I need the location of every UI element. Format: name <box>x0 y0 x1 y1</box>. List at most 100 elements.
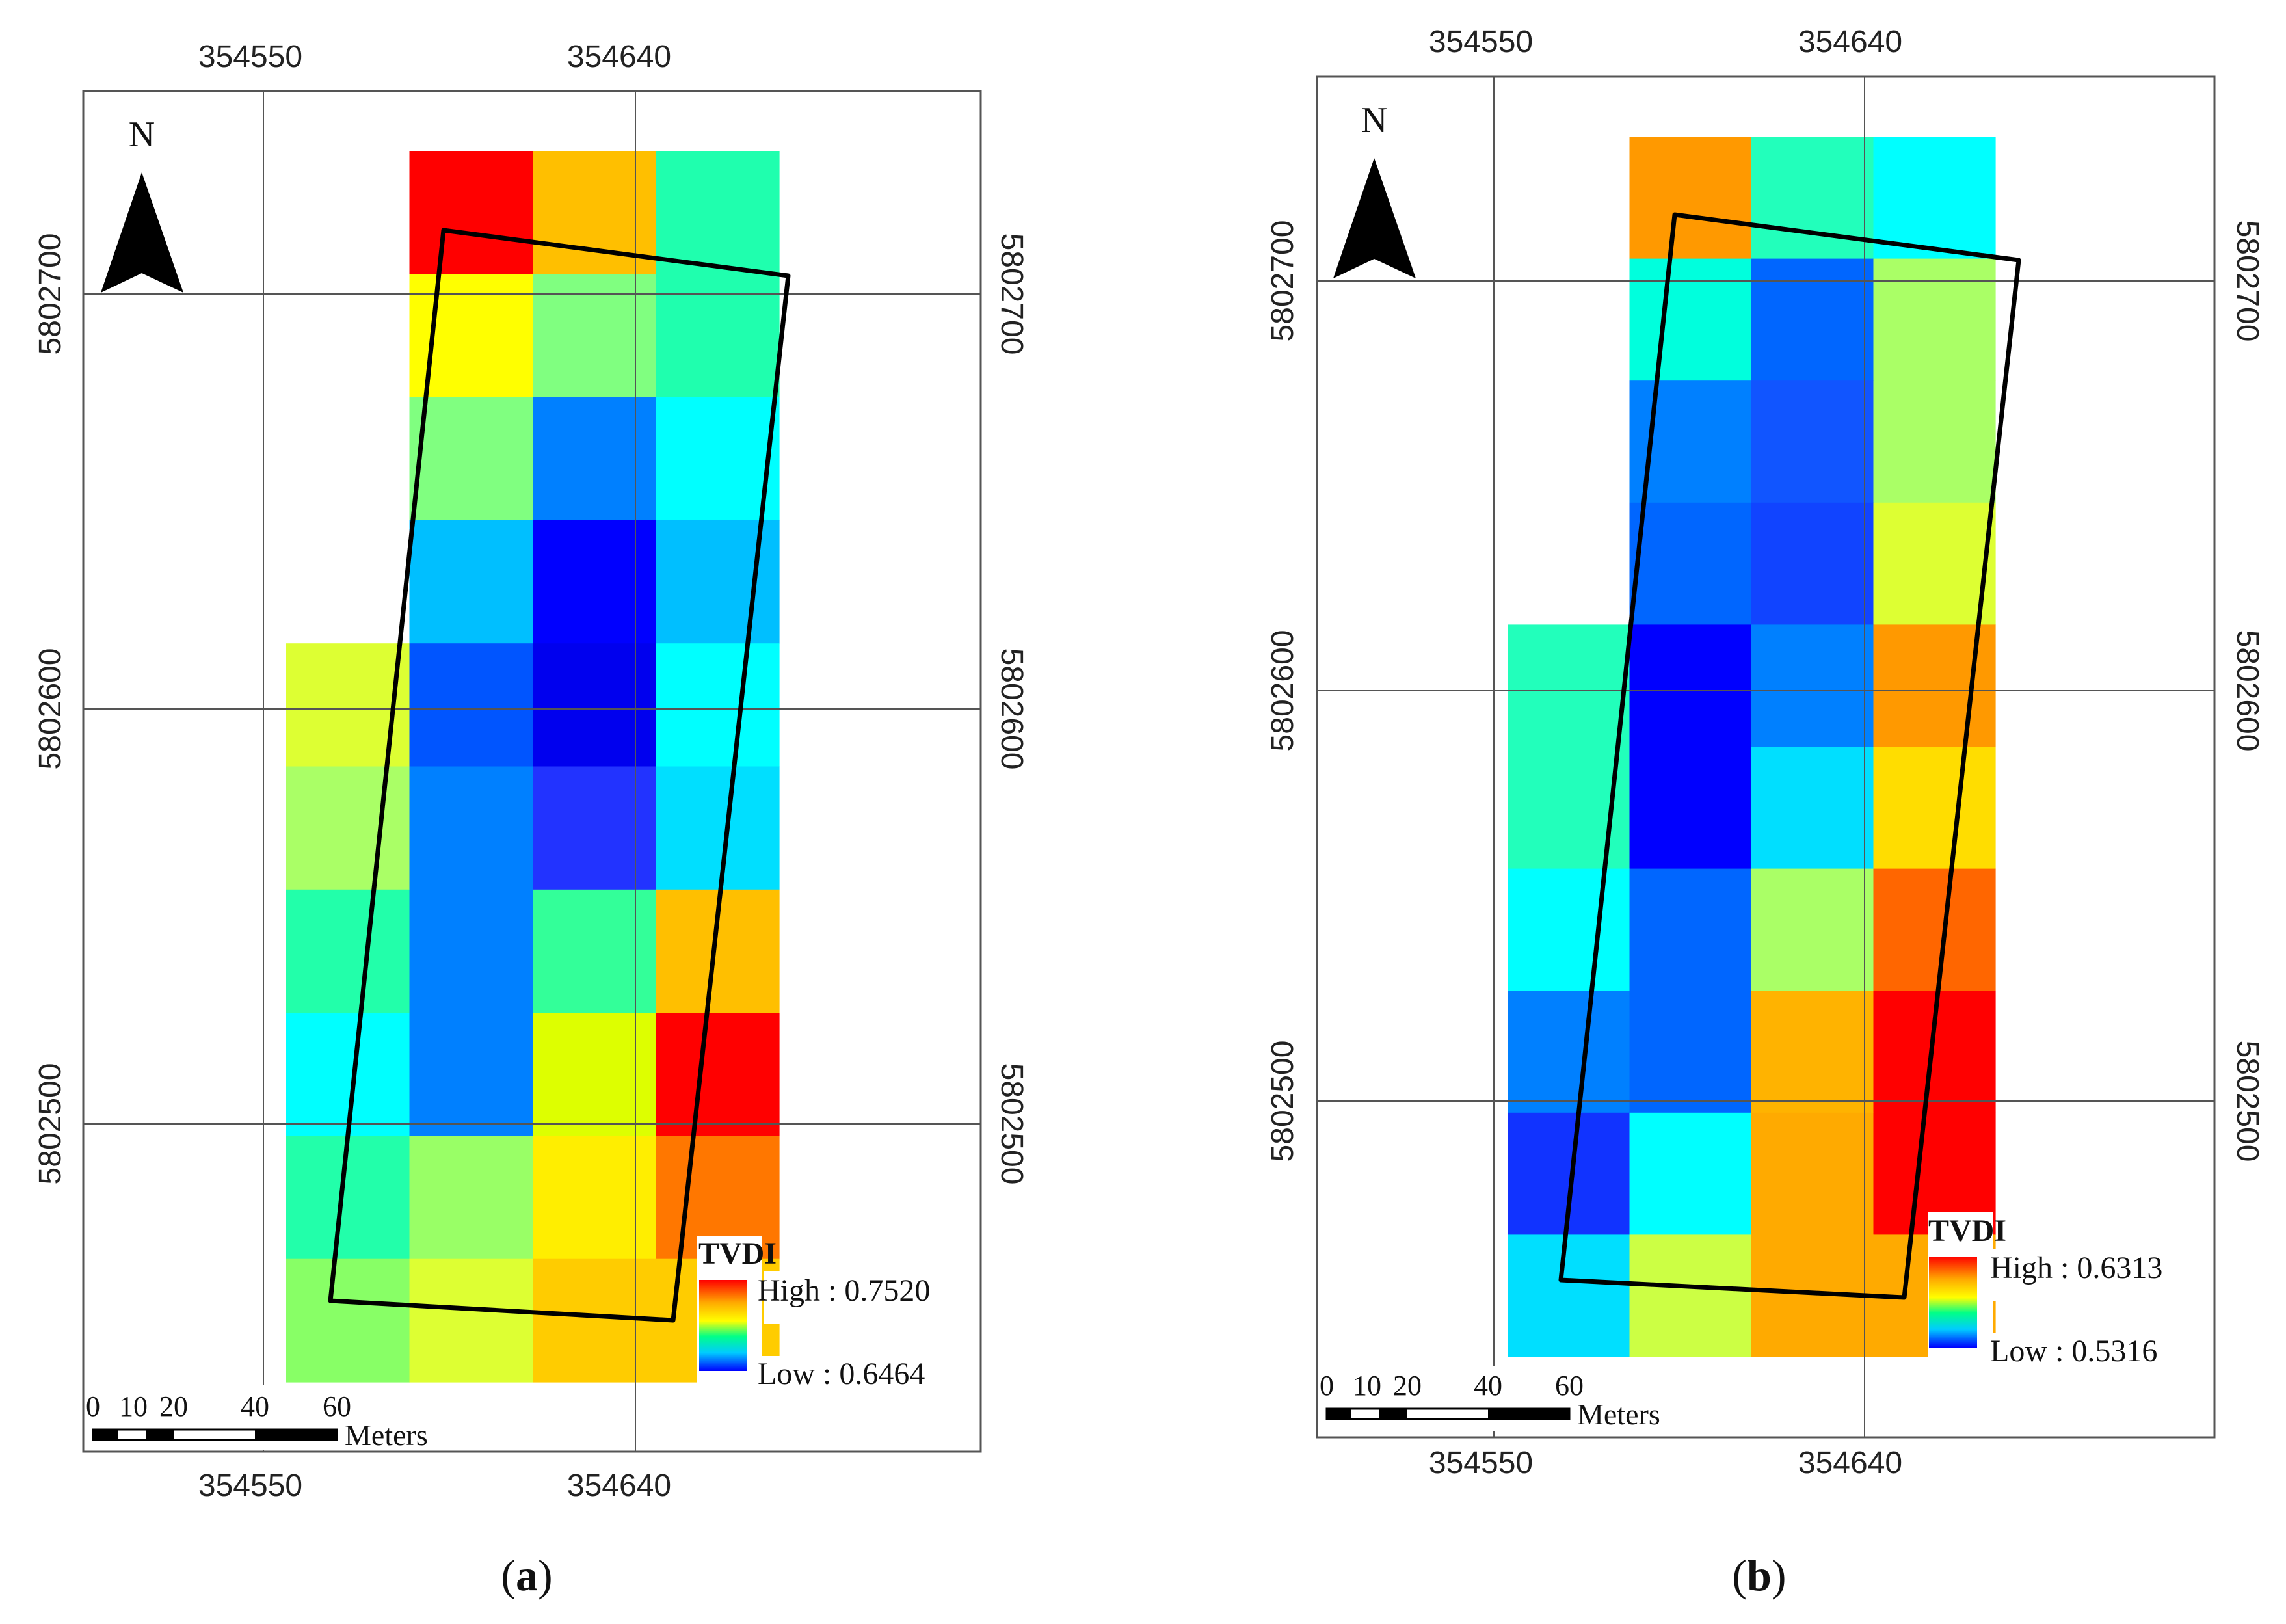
scale-unit: Meters <box>1577 1398 1660 1431</box>
legend-high-label: High : 0.7520 <box>758 1273 930 1308</box>
scale-tick: 0 <box>86 1391 100 1422</box>
raster-cell <box>1751 868 1874 991</box>
x-tick-bottom: 354640 <box>1798 1446 1902 1480</box>
scale-tick: 10 <box>1353 1370 1381 1402</box>
raster-cell <box>286 766 410 890</box>
raster-cell <box>1873 380 1996 503</box>
raster-cell <box>1629 624 1752 747</box>
raster-cell <box>1629 1112 1752 1235</box>
graticule <box>83 91 981 1452</box>
raster-cell <box>533 274 657 398</box>
raster-cell <box>1751 380 1874 503</box>
scale-tick: 0 <box>1320 1370 1334 1402</box>
raster-cell <box>1873 137 1996 260</box>
raster-cell <box>1508 991 1630 1113</box>
raster-cell <box>1629 747 1752 870</box>
legend-low-label: Low : 0.6464 <box>758 1357 925 1391</box>
y-tick-right: 5802500 <box>2230 1041 2265 1162</box>
raster-cell <box>1751 991 1874 1113</box>
y-tick-right: 5802600 <box>2230 630 2265 752</box>
scale-bar: 0 10 20 40 60 Meters <box>86 1385 428 1452</box>
raster-cell <box>533 643 657 767</box>
raster-cell <box>409 643 533 767</box>
raster-cell <box>1751 502 1874 625</box>
legend: TVDI High : 0.6313 Low : 0.5316 <box>1928 1212 2201 1372</box>
raster-cell <box>533 520 657 644</box>
raster-cell <box>656 274 780 398</box>
raster-cell <box>1873 502 1996 625</box>
raster-cell <box>656 766 780 890</box>
scale-tick: 60 <box>323 1391 351 1422</box>
raster-cell <box>409 151 533 274</box>
raster-cell <box>656 1013 780 1136</box>
raster-cell <box>409 766 533 890</box>
raster-cell <box>1751 258 1874 381</box>
y-tick-right: 5802700 <box>994 233 1029 355</box>
y-tick-right: 5802500 <box>994 1063 1029 1185</box>
raster-cell <box>409 397 533 521</box>
y-tick-left: 5802700 <box>33 233 68 355</box>
map-panel-a: 354550 354640 354550 354640 5802700 5802… <box>33 40 1029 1600</box>
raster-cell <box>533 397 657 521</box>
raster-cell <box>1751 747 1874 870</box>
graticule <box>1317 77 2214 1437</box>
legend-low-label: Low : 0.5316 <box>1990 1334 2157 1368</box>
y-tick-right: 5802700 <box>2230 220 2265 342</box>
north-arrow-icon <box>1333 158 1416 278</box>
raster-cell <box>1508 868 1630 991</box>
scale-tick: 20 <box>1393 1370 1422 1402</box>
x-tick-bottom: 354550 <box>198 1469 302 1503</box>
raster-cell <box>286 1258 410 1383</box>
study-plot-outline <box>328 228 791 1323</box>
raster-cell <box>1508 1234 1630 1357</box>
raster-cell <box>1629 137 1752 260</box>
north-label: N <box>129 114 155 155</box>
scale-tick: 40 <box>241 1391 269 1422</box>
raster-cell <box>656 397 780 521</box>
raster-cell <box>1629 258 1752 381</box>
raster-cell <box>1629 502 1752 625</box>
raster-cell <box>1751 624 1874 747</box>
y-tick-left: 5802500 <box>33 1063 68 1185</box>
y-tick-right: 5802600 <box>994 648 1029 770</box>
legend: TVDI High : 0.7520 Low : 0.6464 <box>697 1236 972 1395</box>
legend-title: TVDI <box>698 1236 777 1271</box>
y-tick-left: 5802600 <box>33 648 68 770</box>
raster-cell <box>656 151 780 274</box>
y-tick-left: 5802500 <box>1266 1041 1300 1162</box>
raster-cell <box>1751 1112 1874 1235</box>
x-tick-bottom: 354550 <box>1429 1446 1533 1480</box>
study-plot-outline <box>1558 212 2021 1300</box>
raster-cell <box>409 1136 533 1260</box>
raster-cell <box>1629 868 1752 991</box>
raster-cell <box>1629 1234 1752 1357</box>
scale-tick: 40 <box>1474 1370 1502 1402</box>
x-tick-top: 354550 <box>198 40 302 74</box>
raster-cell <box>409 1013 533 1136</box>
raster-cell <box>286 889 410 1013</box>
raster-cell <box>1873 747 1996 870</box>
caption-a: (a) <box>501 1551 552 1600</box>
y-tick-left: 5802600 <box>1266 630 1300 752</box>
legend-color-ramp <box>1929 1257 1977 1348</box>
scale-tick: 60 <box>1555 1370 1584 1402</box>
raster-cell <box>409 1258 533 1383</box>
legend-high-label: High : 0.6313 <box>1990 1251 2162 1285</box>
y-tick-left: 5802700 <box>1266 220 1300 342</box>
legend-color-ramp <box>699 1280 747 1371</box>
legend-title: TVDI <box>1928 1214 2006 1248</box>
x-tick-bottom: 354640 <box>567 1469 671 1503</box>
x-tick-top: 354640 <box>1798 25 1902 59</box>
raster-cell <box>1508 624 1630 747</box>
caption-b: (b) <box>1732 1551 1786 1600</box>
scale-tick: 10 <box>119 1391 148 1422</box>
x-tick-top: 354550 <box>1429 25 1533 59</box>
scale-tick: 20 <box>159 1391 188 1422</box>
raster-cell <box>533 889 657 1013</box>
raster-cell <box>533 766 657 890</box>
north-label: N <box>1361 100 1387 140</box>
raster-cell <box>533 1013 657 1136</box>
raster-cell <box>409 889 533 1013</box>
scale-bar: 0 10 20 40 60 Meters <box>1320 1366 1660 1431</box>
